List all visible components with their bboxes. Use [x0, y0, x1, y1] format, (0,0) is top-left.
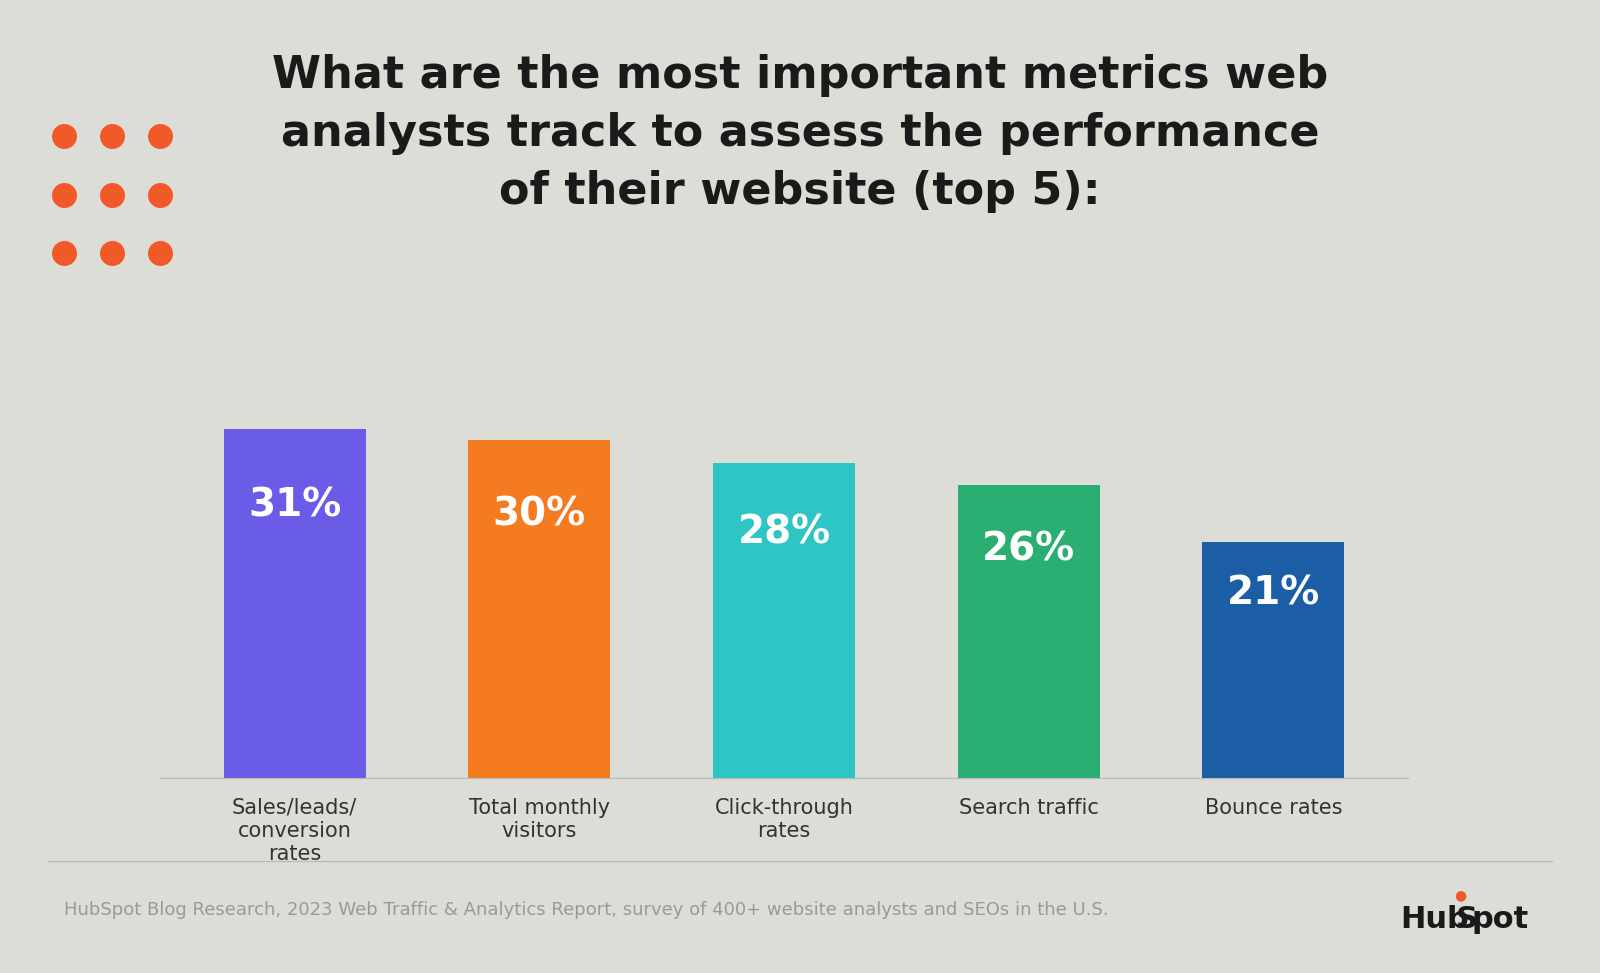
Text: HubSpot Blog Research, 2023 Web Traffic & Analytics Report, survey of 400+ websi: HubSpot Blog Research, 2023 Web Traffic … — [64, 901, 1109, 919]
Bar — [1203, 542, 1344, 778]
Bar — [224, 429, 365, 778]
Text: 30%: 30% — [493, 496, 586, 534]
Text: 31%: 31% — [248, 486, 341, 525]
Text: 21%: 21% — [1227, 575, 1320, 613]
Bar — [958, 486, 1099, 778]
Text: Hub: Hub — [1400, 905, 1469, 934]
Text: S: S — [1456, 905, 1478, 934]
Text: ●: ● — [1454, 888, 1467, 902]
Text: What are the most important metrics web
analysts track to assess the performance: What are the most important metrics web … — [272, 54, 1328, 213]
Text: 28%: 28% — [738, 514, 830, 552]
Bar — [714, 463, 854, 778]
Bar — [469, 441, 610, 778]
Text: 26%: 26% — [982, 531, 1075, 569]
Text: pot: pot — [1472, 905, 1530, 934]
